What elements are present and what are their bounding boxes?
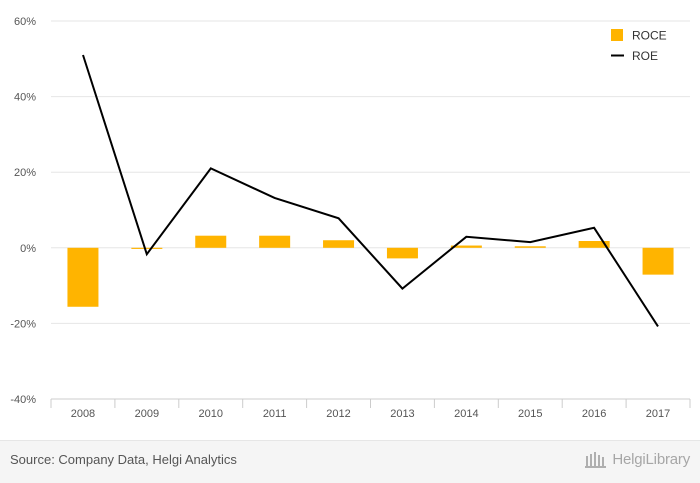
y-tick-label: 20% xyxy=(14,167,36,179)
brand-name: HelgiLibrary xyxy=(612,450,690,468)
roce-bar-2012 xyxy=(323,240,355,248)
legend-roce-swatch xyxy=(611,29,623,41)
roce-bar-2010 xyxy=(195,235,227,248)
x-tick-label: 2017 xyxy=(646,408,670,420)
x-tick-label: 2015 xyxy=(518,408,542,420)
roce-bar-2016 xyxy=(578,240,610,248)
roce-bar-2013 xyxy=(386,247,418,259)
x-tick-label: 2009 xyxy=(135,408,159,420)
y-tick-label: 40% xyxy=(14,92,36,104)
roce-bar-2009 xyxy=(131,247,163,249)
y-tick-label: -20% xyxy=(10,318,36,330)
roce-bar-2011 xyxy=(259,235,291,248)
roce-bar-2017 xyxy=(642,247,674,275)
x-tick-label: 2012 xyxy=(326,408,350,420)
roce-roe-chart: 60% 40% 20% 0% -20% -40% 2008 2009 2010 2011 2012… xyxy=(10,16,691,420)
roe-line-layer xyxy=(82,54,659,327)
roce-bar-2014 xyxy=(450,245,482,248)
x-tick-label: 2013 xyxy=(390,408,414,420)
y-axis-ticks: 60% 40% 20% 0% -20% -40% xyxy=(10,16,36,406)
gridlines xyxy=(51,20,690,324)
legend-roe-label: ROE xyxy=(632,49,658,63)
y-tick-label: 0% xyxy=(20,243,36,255)
x-tick-label: 2008 xyxy=(71,408,95,420)
roce-bars xyxy=(67,235,674,307)
roe-line xyxy=(82,54,659,327)
x-tick-label: 2011 xyxy=(263,408,287,420)
legend-roce-label: ROCE xyxy=(632,29,667,43)
legend: ROCE ROE xyxy=(611,29,667,63)
x-tick-label: 2014 xyxy=(454,408,478,420)
library-icon xyxy=(585,452,607,468)
chart-footer: Source: Company Data, Helgi Analytics He… xyxy=(0,440,700,483)
x-tick-label: 2010 xyxy=(199,408,223,420)
source-note: Source: Company Data, Helgi Analytics xyxy=(10,452,237,467)
y-tick-label: 60% xyxy=(14,16,36,28)
x-tick-label: 2016 xyxy=(582,408,606,420)
x-axis: 2008 2009 2010 2011 2012 2013 2014 2015 2016 2017 xyxy=(50,398,691,420)
roce-bar-2008 xyxy=(67,247,99,307)
brand-logo: HelgiLibrary xyxy=(585,450,690,468)
roce-bar-2015 xyxy=(514,246,546,248)
y-tick-label: -40% xyxy=(10,394,36,406)
